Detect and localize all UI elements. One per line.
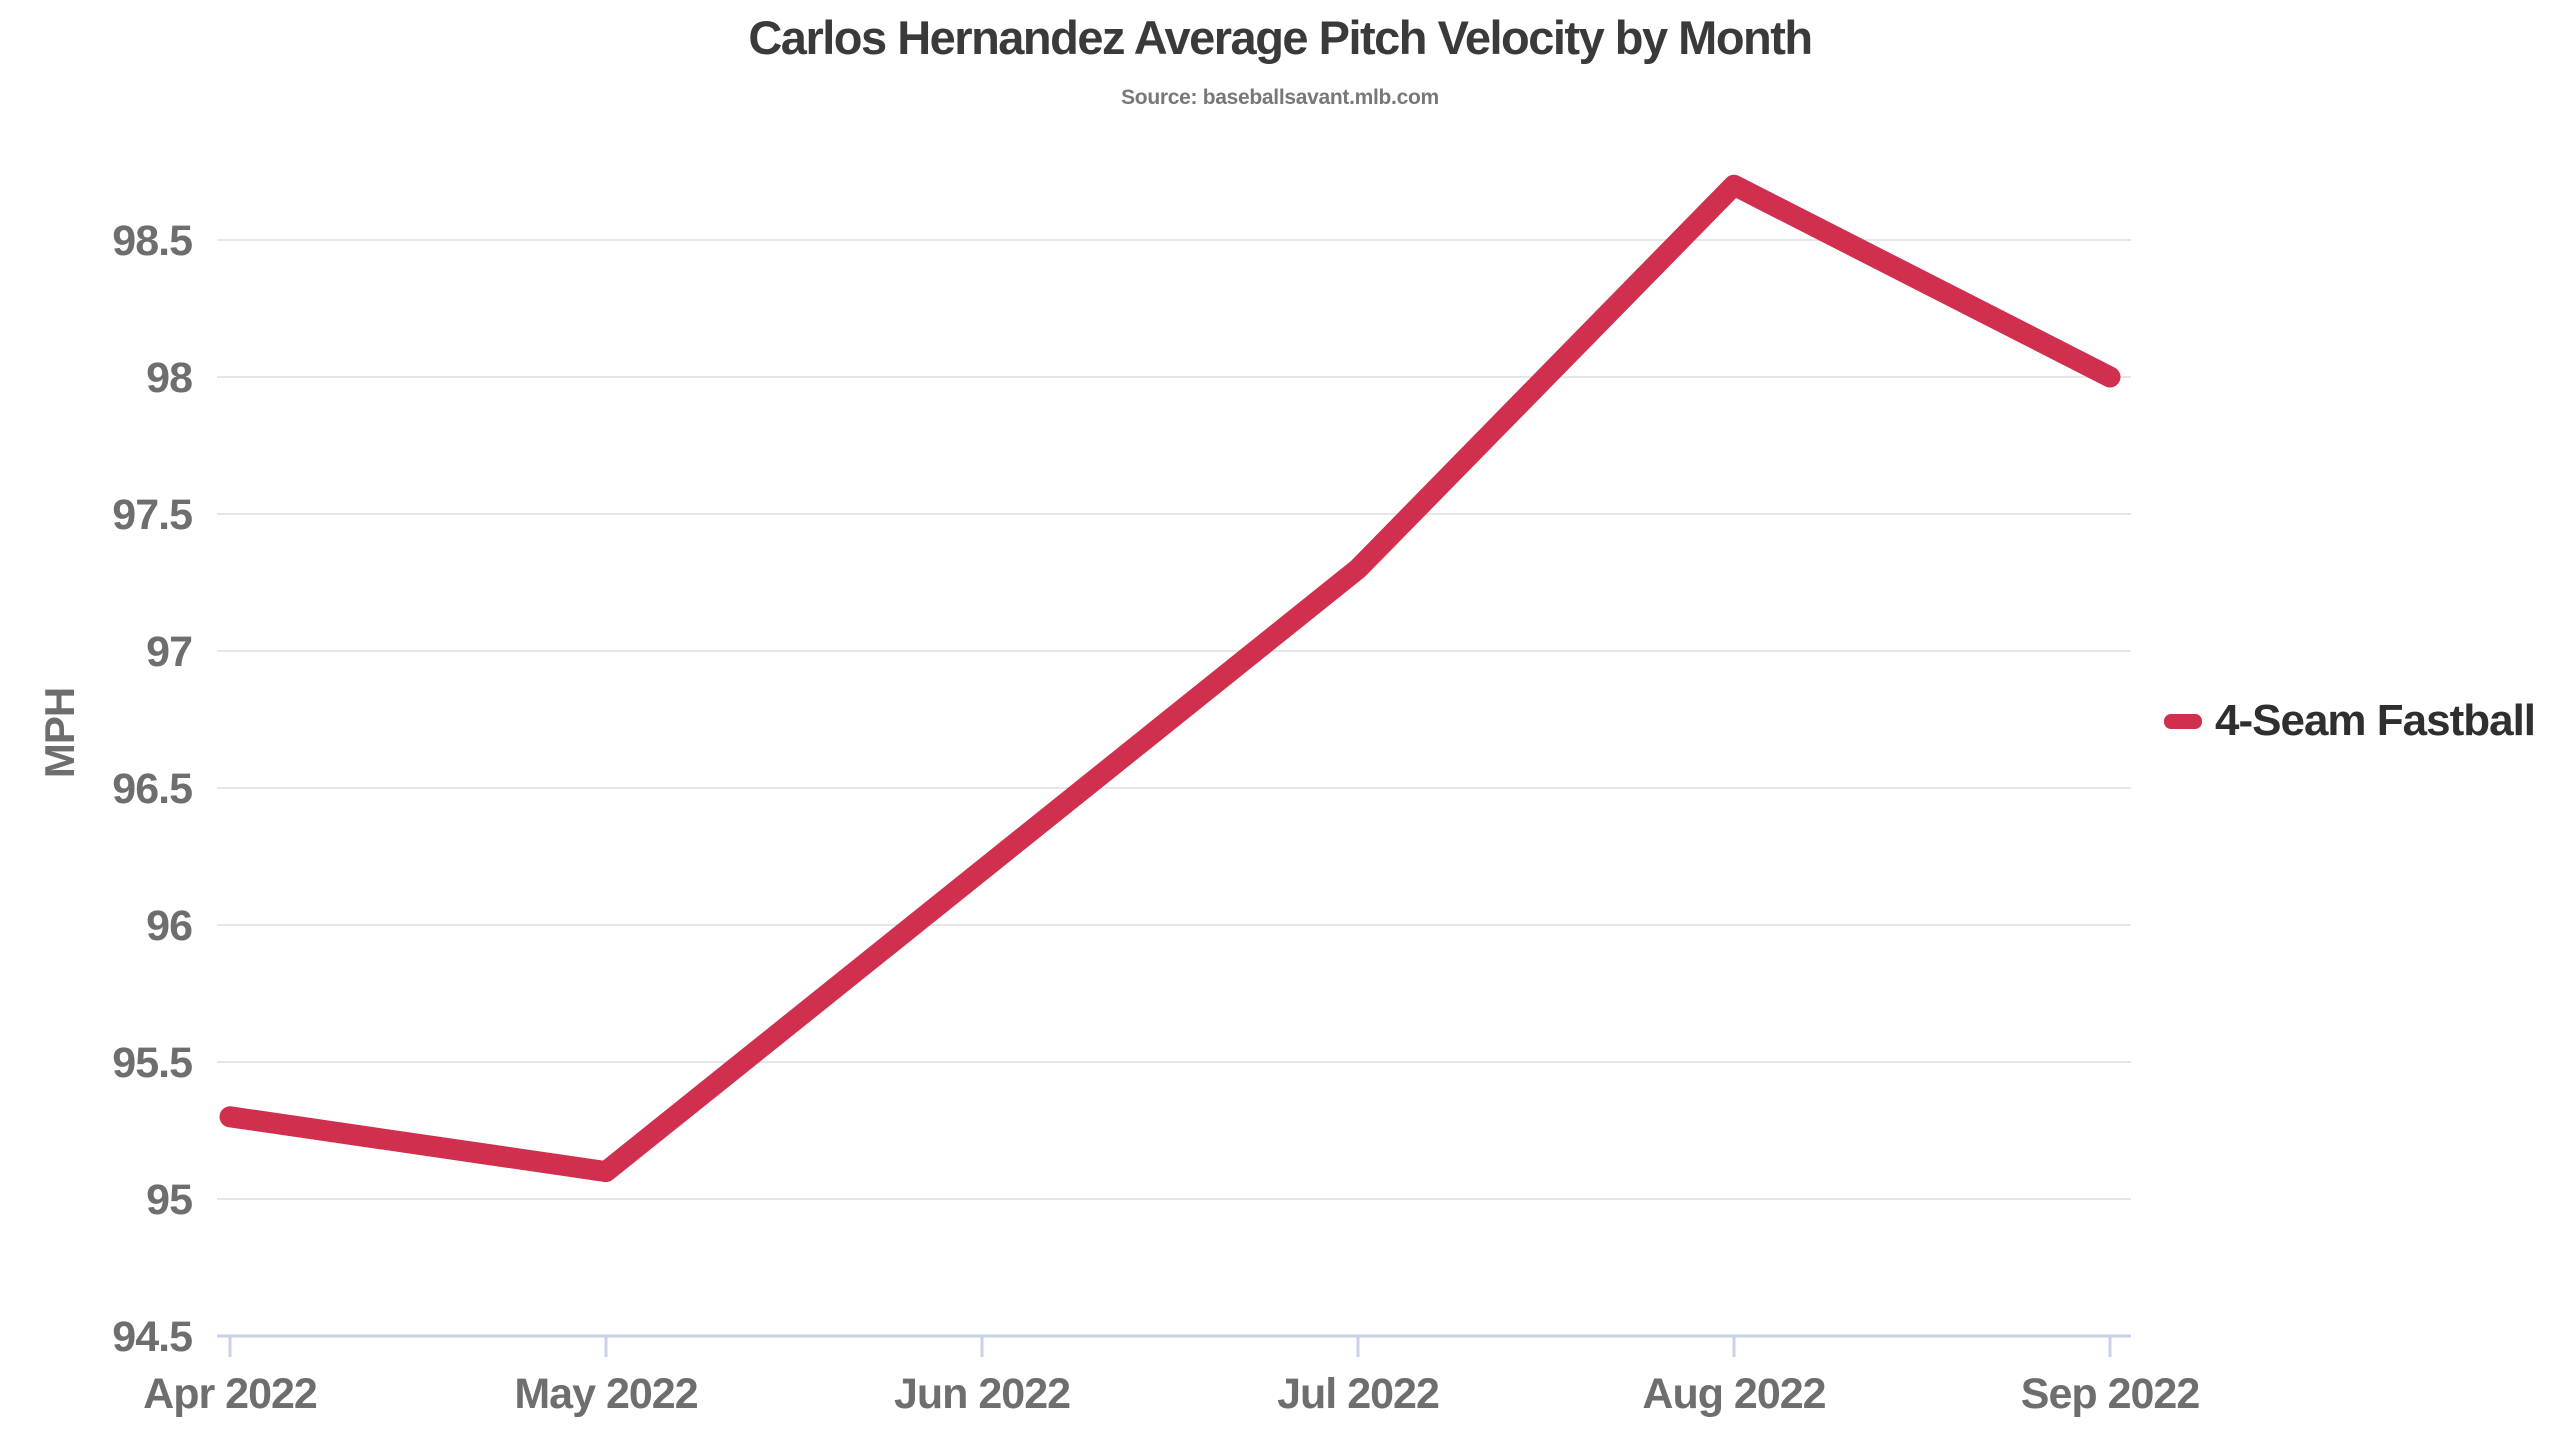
y-tick-label: 96.5: [112, 765, 192, 813]
y-tick-label: 97.5: [112, 491, 192, 539]
x-tick-label: Jun 2022: [894, 1370, 1070, 1418]
x-tick-label: Aug 2022: [1642, 1370, 1825, 1418]
y-tick-label: 95: [146, 1176, 192, 1224]
y-tick-label: 94.5: [112, 1313, 192, 1361]
y-tick-label: 96: [146, 902, 192, 950]
x-tick-label: Apr 2022: [143, 1370, 317, 1418]
data-line-4-seam-fastball: [219, 174, 2121, 1183]
legend: 4-Seam Fastball: [2164, 696, 2536, 746]
y-tick-label: 95.5: [112, 1039, 192, 1087]
chart-title: Carlos Hernandez Average Pitch Velocity …: [748, 11, 1813, 64]
x-tick-label: Sep 2022: [2021, 1370, 2200, 1418]
y-tick-label: 98.5: [112, 217, 192, 265]
x-tick-label: May 2022: [514, 1370, 697, 1418]
x-tick-label: Jul 2022: [1277, 1370, 1439, 1418]
legend-label: 4-Seam Fastball: [2215, 696, 2536, 745]
y-tick-label: 98: [146, 354, 192, 402]
y-tick-label: 97: [146, 628, 192, 676]
legend-swatch-icon: [2164, 713, 2202, 729]
chart-subtitle: Source: baseballsavant.mlb.com: [1121, 86, 1439, 109]
